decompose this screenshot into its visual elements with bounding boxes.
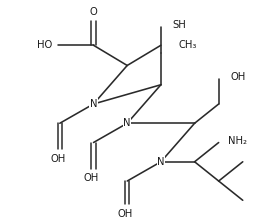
- Text: N: N: [123, 118, 131, 128]
- Text: SH: SH: [173, 20, 186, 30]
- Text: HO: HO: [37, 40, 52, 50]
- Text: OH: OH: [84, 173, 99, 183]
- Text: OH: OH: [230, 72, 245, 82]
- Text: NH₂: NH₂: [228, 136, 247, 146]
- Text: N: N: [90, 99, 97, 109]
- Text: CH₃: CH₃: [178, 40, 197, 50]
- Text: O: O: [90, 7, 97, 17]
- Text: OH: OH: [118, 209, 133, 218]
- Text: OH: OH: [50, 154, 65, 164]
- Text: N: N: [157, 157, 165, 167]
